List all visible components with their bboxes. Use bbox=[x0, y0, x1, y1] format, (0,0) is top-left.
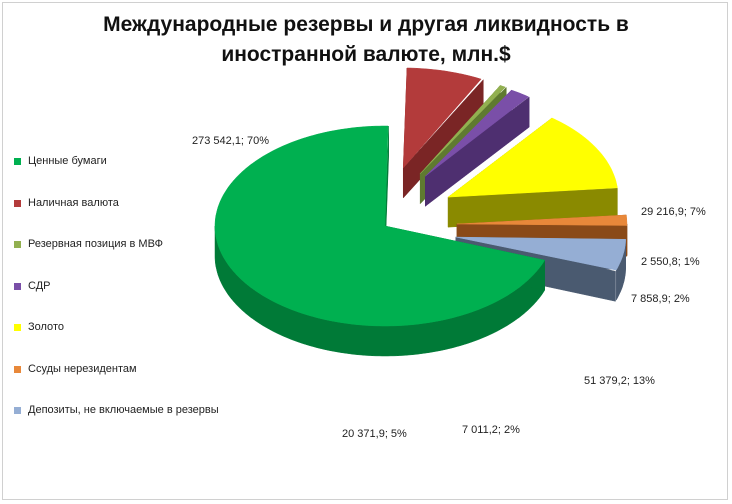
legend-label: Золото bbox=[28, 321, 64, 333]
legend-swatch bbox=[14, 365, 21, 373]
data-label: 7 011,2; 2% bbox=[462, 424, 520, 436]
chart-title-line-1: Международные резервы и другая ликвиднос… bbox=[103, 13, 629, 36]
legend-swatch bbox=[14, 241, 21, 248]
legend-label: СДР bbox=[28, 279, 51, 292]
pie-slice bbox=[425, 89, 530, 207]
pie-slice-top bbox=[456, 214, 628, 226]
pie-slice-top bbox=[402, 67, 482, 169]
pie-slice bbox=[214, 125, 546, 357]
pie-slice-top bbox=[420, 85, 506, 174]
legend-label: Резервная позиция в МВФ bbox=[28, 238, 163, 250]
data-label: 51 379,2; 13% bbox=[584, 375, 655, 387]
legend-label: Наличная валюта bbox=[28, 196, 119, 209]
pie-slice-top bbox=[214, 125, 546, 327]
legend-swatch bbox=[14, 324, 21, 331]
legend-swatch bbox=[14, 158, 21, 165]
legend-item-sdr: СДР bbox=[14, 279, 264, 323]
chart-legend: Ценные бумаги Наличная валюта Резервная … bbox=[14, 155, 264, 447]
data-label: 7 858,9; 2% bbox=[631, 293, 690, 305]
legend-swatch bbox=[14, 407, 21, 414]
pie-slice-top bbox=[425, 89, 530, 177]
data-label: 273 542,1; 70% bbox=[192, 135, 269, 147]
legend-item-gold: Золото bbox=[14, 321, 264, 364]
legend-item-imf-position: Резервная позиция в МВФ bbox=[14, 238, 264, 281]
legend-label: Депозиты, не включаемые в резервы bbox=[28, 404, 219, 416]
legend-swatch bbox=[14, 199, 21, 207]
pie-slice bbox=[447, 117, 618, 228]
pie-slice-top bbox=[455, 236, 626, 271]
legend-label: Ценные бумаги bbox=[28, 155, 107, 167]
legend-item-cash: Наличная валюта bbox=[14, 196, 264, 240]
legend-swatch bbox=[14, 282, 21, 290]
chart-title-line-2: иностранной валюте, млн.$ bbox=[221, 43, 511, 66]
data-label: 29 216,9; 7% bbox=[641, 206, 706, 218]
pie-slice-top bbox=[447, 117, 618, 198]
legend-item-deposits: Депозиты, не включаемые в резервы bbox=[14, 404, 264, 447]
chart-title: Международные резервы и другая ликвиднос… bbox=[0, 10, 732, 70]
pie-slice-cut-face bbox=[425, 96, 530, 207]
data-label: 2 550,8; 1% bbox=[641, 256, 700, 268]
legend-item-loans: Ссуды нерезидентам bbox=[14, 362, 264, 406]
legend-item-securities: Ценные бумаги bbox=[14, 155, 264, 198]
data-label: 20 371,9; 5% bbox=[342, 428, 407, 440]
legend-label: Ссуды нерезидентам bbox=[28, 362, 137, 375]
